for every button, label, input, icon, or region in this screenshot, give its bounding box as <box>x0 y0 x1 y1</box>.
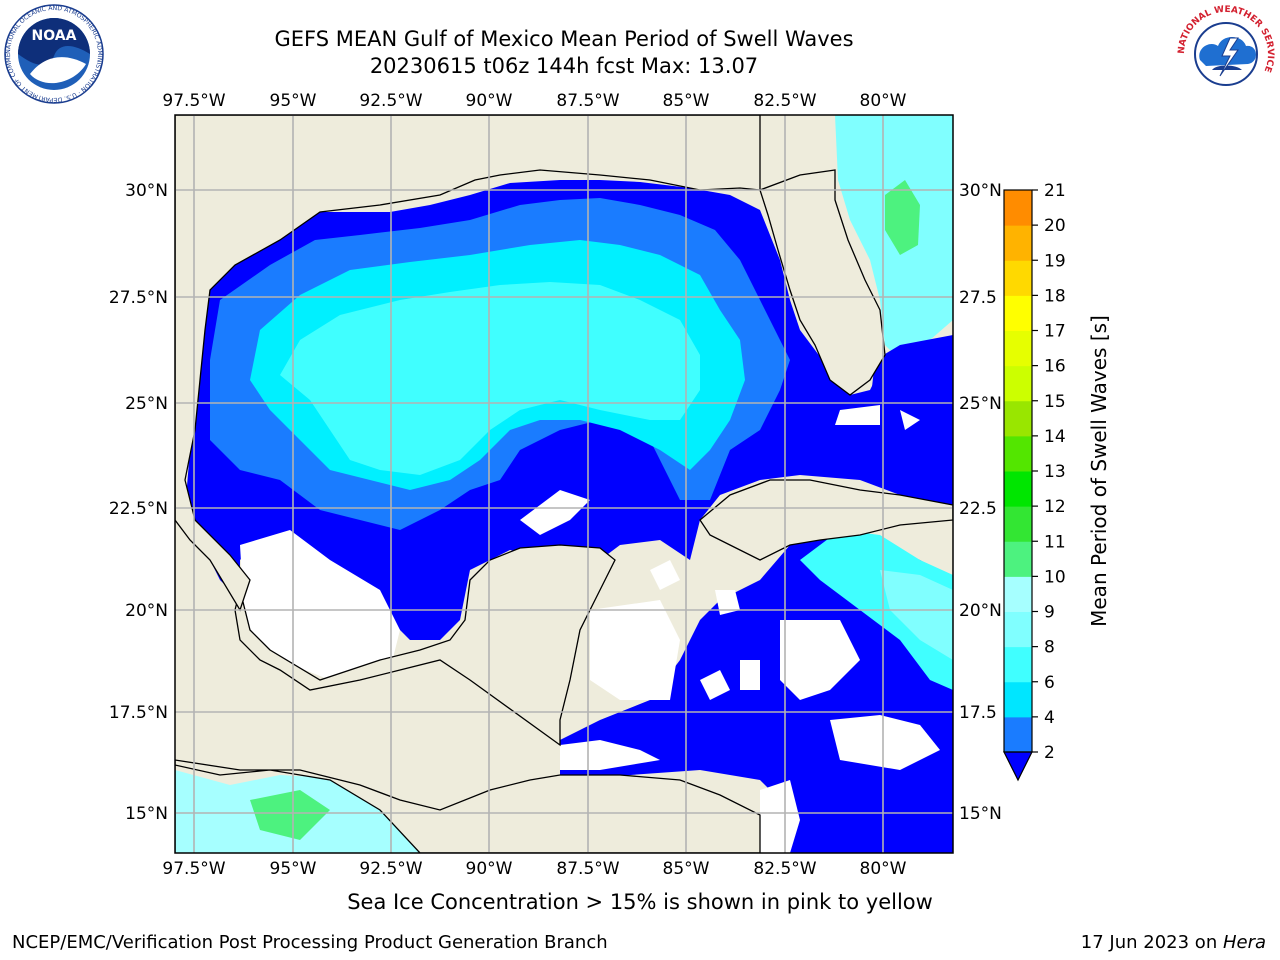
colorbar-segment <box>1004 576 1032 612</box>
colorbar-ticks: 2 4 6 8 9 10 11 12 13 14 15 16 17 18 19 20 21 <box>1032 181 1066 763</box>
colorbar-tick-label: 8 <box>1044 638 1055 658</box>
lon-label: 92.5°W <box>359 859 422 879</box>
colorbar-tick-label: 15 <box>1044 392 1066 412</box>
sea-ice-note: Sea Ice Concentration > 15% is shown in … <box>347 890 933 914</box>
lon-label: 85°W <box>663 859 710 879</box>
gulf-swell-core <box>280 282 700 475</box>
lat-labels-right: 30°N 27.5 25°N 22.5 20°N 17.5 15°N <box>959 181 1002 824</box>
lon-label: 82.5°W <box>753 91 816 111</box>
footer-date: 17 Jun 2023 on Hera <box>1081 932 1266 953</box>
yucatan <box>234 544 616 747</box>
footer-date-text: 17 Jun 2023 on <box>1080 932 1223 953</box>
noaa-logo: NATIONAL OCEANIC AND ATMOSPHERIC ADMINIS… <box>4 4 104 104</box>
lon-label: 95°W <box>270 91 317 111</box>
colorbar-segment <box>1004 400 1032 437</box>
colorbar-segment <box>1004 646 1032 683</box>
lon-label: 87.5°W <box>556 859 619 879</box>
colorbar-tick-label: 17 <box>1044 322 1066 342</box>
colorbar-tick-label: 2 <box>1044 743 1055 763</box>
colorbar-tick-label: 10 <box>1044 567 1066 587</box>
lat-label: 25°N <box>125 394 168 414</box>
colorbar-tick-label: 19 <box>1044 251 1066 271</box>
lat-label: 15°N <box>125 804 168 824</box>
lat-label: 27.5 <box>959 288 997 308</box>
lat-label: 15°N <box>959 804 1002 824</box>
caribbean-swell <box>560 535 953 853</box>
map-subtitle: 20230615 t06z 144h fcst Max: 13.07 <box>369 54 759 78</box>
colorbar-segment <box>1004 716 1032 753</box>
atlantic-swell-peak <box>885 180 920 255</box>
lon-label: 85°W <box>663 91 710 111</box>
colorbar-segment <box>1004 506 1032 542</box>
colorbar-tick-label: 14 <box>1044 427 1066 447</box>
footer-host: Hera <box>1222 932 1266 953</box>
lon-label: 80°W <box>860 859 907 879</box>
colorbar-segment <box>1004 365 1032 402</box>
map-border <box>174 114 954 854</box>
lat-label: 25°N <box>959 394 1002 414</box>
lon-label: 80°W <box>860 91 907 111</box>
lon-labels-top: 97.5°W 95°W 92.5°W 90°W 87.5°W 85°W 82.5… <box>162 91 906 111</box>
lat-label: 22.5°N <box>109 499 168 519</box>
colorbar-segment <box>1004 435 1032 472</box>
map-title: GEFS MEAN Gulf of Mexico Mean Period of … <box>274 27 854 51</box>
lat-label: 20°N <box>125 601 168 621</box>
lon-labels-bottom: 97.5°W 95°W 92.5°W 90°W 87.5°W 85°W 82.5… <box>162 859 906 879</box>
land-masses <box>175 115 953 853</box>
nws-logo: NATIONAL WEATHER SERVICE <box>1177 5 1275 102</box>
lon-label: 87.5°W <box>556 91 619 111</box>
no-data-patches <box>240 405 940 853</box>
footer-credit: NCEP/EMC/Verification Post Processing Pr… <box>12 932 608 953</box>
mexico-coast <box>175 115 761 612</box>
colorbar-segment <box>1004 190 1032 226</box>
colorbar-tick-label: 18 <box>1044 286 1066 306</box>
lon-label: 95°W <box>270 859 317 879</box>
colorbar-segment <box>1004 541 1032 577</box>
colorbar-tick-label: 4 <box>1044 708 1055 728</box>
bahamas-swell <box>870 335 953 405</box>
colorbar-segment <box>1004 295 1032 331</box>
colorbar-extend-triangle <box>1003 751 1033 782</box>
lat-label: 17.5 <box>959 703 997 723</box>
colorbar-segment <box>1004 260 1032 296</box>
lon-label: 90°W <box>466 859 513 879</box>
colorbar-tick-label: 6 <box>1044 673 1055 693</box>
lon-label: 90°W <box>466 91 513 111</box>
lon-label: 97.5°W <box>162 91 225 111</box>
colorbar-label: Mean Period of Swell Waves [s] <box>1087 315 1111 627</box>
colorbar-segment <box>1004 611 1032 648</box>
central-america <box>175 759 761 853</box>
colorbar-segment <box>1004 225 1032 261</box>
lat-label: 22.5 <box>959 499 997 519</box>
lat-label: 17.5°N <box>109 703 168 723</box>
colorbar-tick-label: 20 <box>1044 216 1066 236</box>
lat-label: 20°N <box>959 601 1002 621</box>
lat-label: 30°N <box>125 181 168 201</box>
colorbar-tick-label: 12 <box>1044 497 1066 517</box>
map-area <box>175 115 953 853</box>
colorbar-tick-label: 13 <box>1044 462 1066 482</box>
caribbean-swell-peak <box>880 570 953 660</box>
lat-labels-left: 30°N 27.5°N 25°N 22.5°N 20°N 17.5°N 15°N <box>109 181 168 824</box>
colorbar-segments <box>1004 190 1032 753</box>
cuba <box>699 479 953 561</box>
colorbar-tick-label: 16 <box>1044 357 1066 377</box>
lon-label: 82.5°W <box>753 859 816 879</box>
colorbar-segment <box>1004 471 1032 507</box>
lon-label: 92.5°W <box>359 91 422 111</box>
noaa-wordmark: NOAA <box>32 28 77 44</box>
lon-label: 97.5°W <box>162 859 225 879</box>
colorbar-segment <box>1004 330 1032 367</box>
graticule <box>175 115 953 853</box>
pacific-swell-peak <box>250 790 330 840</box>
colorbar-tick-label: 9 <box>1044 603 1055 623</box>
colorbar-tick-label: 11 <box>1044 532 1066 552</box>
colorbar: 2 4 6 8 9 10 11 12 13 14 15 16 17 18 19 20 21 Mean Perio… <box>1003 181 1111 782</box>
lat-label: 30°N <box>959 181 1002 201</box>
colorbar-tick-label: 21 <box>1044 181 1066 201</box>
lat-label: 27.5°N <box>109 288 168 308</box>
colorbar-segment <box>1004 681 1032 718</box>
